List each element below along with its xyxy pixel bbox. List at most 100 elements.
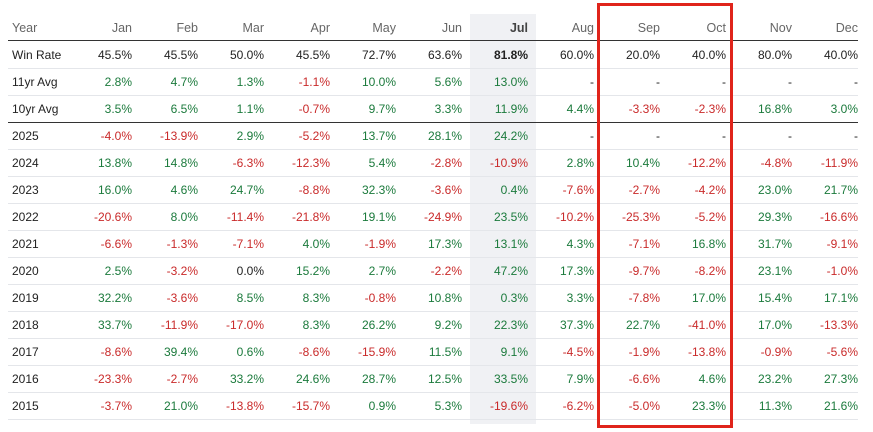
win-rate-cell: 72.7% [361,47,396,62]
value-cell: -2.3% [694,101,726,116]
value-cell: 12.5% [427,371,462,386]
value-cell: -3.6% [430,182,462,197]
value-cell: 0.3% [500,290,528,305]
value-cell: -7.6% [562,182,594,197]
table-row: 2016 -23.3% -2.7% 33.2% 24.6% 28.7% 12.5% 33.5%… [8,365,858,392]
value-cell: -15.9% [357,344,396,359]
value-cell: 5.6% [434,74,462,89]
win-rate-cell: 80.0% [757,47,792,62]
value-cell: -5.0% [628,398,660,413]
value-cell: 24.7% [229,182,264,197]
value-cell: 0.0% [236,263,264,278]
value-cell: -5.2% [298,128,330,143]
table-row: 2017 -8.6% 39.4% 0.6% -8.6% -15.9% 11.5% 9.1% -4… [8,338,858,365]
value-cell: 13.7% [361,128,396,143]
value-cell: -4.8% [760,155,792,170]
table-row: 10yr Avg 3.5% 6.5% 1.1% -0.7% 9.7% 3.3% 11.9% 4.… [8,95,858,122]
win-rate-cell: 45.5% [295,47,330,62]
win-rate-cell: 40.0% [691,47,726,62]
value-cell: -6.6% [628,371,660,386]
value-cell: 16.8% [691,236,726,251]
value-cell: -3.3% [628,101,660,116]
row-divider [8,149,858,150]
value-cell: 8.5% [236,290,264,305]
value-cell: 15.2% [295,263,330,278]
value-cell: -6.3% [232,155,264,170]
value-cell: 4.7% [170,74,198,89]
value-cell: -12.2% [687,155,726,170]
value-cell: 11.3% [758,398,792,413]
value-cell: -9.7% [628,263,660,278]
value-cell: 23.1% [757,263,792,278]
value-cell: - [722,128,726,143]
value-cell: 17.0% [691,290,726,305]
value-cell: -9.1% [826,236,858,251]
column-header-jul: Jul [509,20,528,35]
table-row: 2021 -6.6% -1.3% -7.1% 4.0% -1.9% 17.3% 13.1% 4.… [8,230,858,257]
value-cell: 2.8% [104,74,132,89]
value-cell: -1.9% [364,236,396,251]
value-cell: 3.5% [104,101,132,116]
value-cell: - [590,128,594,143]
value-cell: -2.2% [430,263,462,278]
value-cell: -2.8% [430,155,462,170]
value-cell: 11.9% [494,101,528,116]
value-cell: - [788,74,792,89]
row-divider [8,203,858,204]
row-label: 2020 [12,263,39,278]
value-cell: 28.7% [361,371,396,386]
value-cell: 22.3% [493,317,528,332]
value-cell: 22.7% [625,317,660,332]
value-cell: -6.2% [562,398,594,413]
value-cell: 4.4% [566,101,594,116]
row-label: 2025 [12,128,39,143]
value-cell: -13.8% [225,398,264,413]
value-cell: -8.6% [100,344,132,359]
row-label: Win Rate [12,47,62,62]
value-cell: -1.0% [826,263,858,278]
win-rate-cell: 40.0% [823,47,858,62]
value-cell: 27.3% [823,371,858,386]
value-cell: 11.5% [428,344,462,359]
value-cell: 32.2% [97,290,132,305]
table-row: 11yr Avg 2.8% 4.7% 1.3% -1.1% 10.0% 5.6% 13.0% -… [8,68,858,95]
value-cell: 2.7% [368,263,396,278]
value-cell: -13.9% [159,128,198,143]
value-cell: 7.9% [566,371,594,386]
value-cell: 2.5% [104,263,132,278]
value-cell: -12.3% [291,155,330,170]
value-cell: 15.4% [757,290,792,305]
column-header-oct: Oct [706,20,726,35]
row-label: 2018 [12,317,39,332]
value-cell: 9.2% [434,317,462,332]
win-rate-cell: 60.0% [559,47,594,62]
column-header-dec: Dec [835,20,858,35]
value-cell: 0.9% [368,398,396,413]
table-row: 2020 2.5% -3.2% 0.0% 15.2% 2.7% -2.2% 47.2% 17.3… [8,257,858,284]
value-cell: -2.7% [628,182,660,197]
value-cell: 8.3% [302,290,330,305]
value-cell: 8.0% [170,209,198,224]
value-cell: 1.1% [236,101,264,116]
row-label: 2023 [12,182,39,197]
value-cell: - [854,74,858,89]
value-cell: -1.9% [628,344,660,359]
row-label: 11yr Avg [12,74,58,89]
value-cell: -3.6% [166,290,198,305]
header-row: Year Jan Feb Mar Apr May Jun Jul Aug Sep Oct Nov Dec [8,14,858,41]
value-cell: 19.1% [361,209,396,224]
value-cell: 2.9% [236,128,264,143]
value-cell: 23.0% [757,182,792,197]
value-cell: 6.5% [170,101,198,116]
value-cell: -5.6% [826,344,858,359]
value-cell: -8.2% [694,263,726,278]
value-cell: -8.8% [298,182,330,197]
win-rate-cell: 45.5% [163,47,198,62]
value-cell: 10.8% [427,290,462,305]
value-cell: 17.0% [757,317,792,332]
value-cell: 0.6% [236,344,264,359]
value-cell: 4.6% [698,371,726,386]
value-cell: 3.3% [434,101,462,116]
value-cell: - [656,128,660,143]
